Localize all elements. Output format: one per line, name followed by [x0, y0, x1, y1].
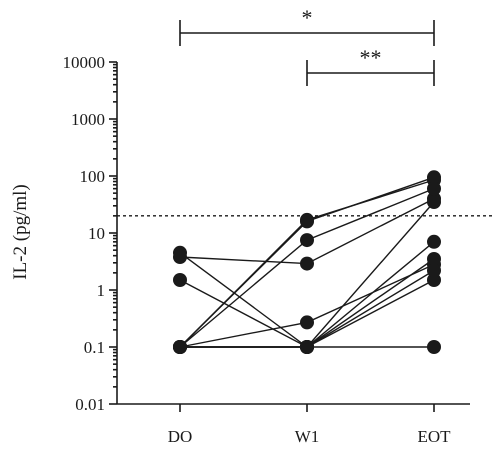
- data-point-do: [173, 273, 187, 287]
- x-tick-label-eot: EOT: [417, 427, 451, 446]
- y-axis-title: IL-2 (pg/ml): [10, 184, 31, 280]
- x-tick-label-w1: W1: [295, 427, 320, 446]
- y-tick-label: 1000: [71, 110, 105, 129]
- x-axis: DO W1 EOT: [117, 403, 470, 446]
- subject-line: [179, 263, 435, 348]
- data-point-do: [173, 340, 187, 354]
- data-point-w1: [300, 340, 314, 354]
- significance-brackets: ***: [179, 5, 435, 86]
- y-tick-label: 0.1: [84, 338, 105, 357]
- data-point-w1: [300, 233, 314, 248]
- y-tick-label: 10: [88, 224, 105, 243]
- significance-label: *: [302, 5, 313, 30]
- data-point-w1: [300, 212, 314, 227]
- significance-label: **: [360, 45, 382, 70]
- significance-bracket: [306, 60, 435, 86]
- y-tick-label: 0.01: [75, 395, 105, 414]
- subject-line: [179, 198, 435, 265]
- data-point-eot: [427, 340, 441, 354]
- data-point-eot: [427, 234, 441, 249]
- data-point-w1: [300, 315, 314, 330]
- subject-line: [179, 279, 435, 348]
- data-point-eot: [427, 181, 441, 196]
- y-tick-label: 100: [80, 167, 106, 186]
- y-tick-label: 10000: [63, 53, 106, 72]
- data-point-do: [173, 250, 187, 264]
- data-point-eot: [427, 195, 441, 209]
- data-points: [173, 170, 441, 354]
- data-point-w1: [300, 256, 314, 271]
- y-tick-label: 1: [97, 281, 106, 300]
- y-axis: 0.01 0.1 1 10 100 1000 10000: [63, 53, 118, 414]
- data-point-eot: [427, 263, 441, 278]
- x-tick-label-do: DO: [168, 427, 193, 446]
- significance-bracket: [179, 20, 435, 46]
